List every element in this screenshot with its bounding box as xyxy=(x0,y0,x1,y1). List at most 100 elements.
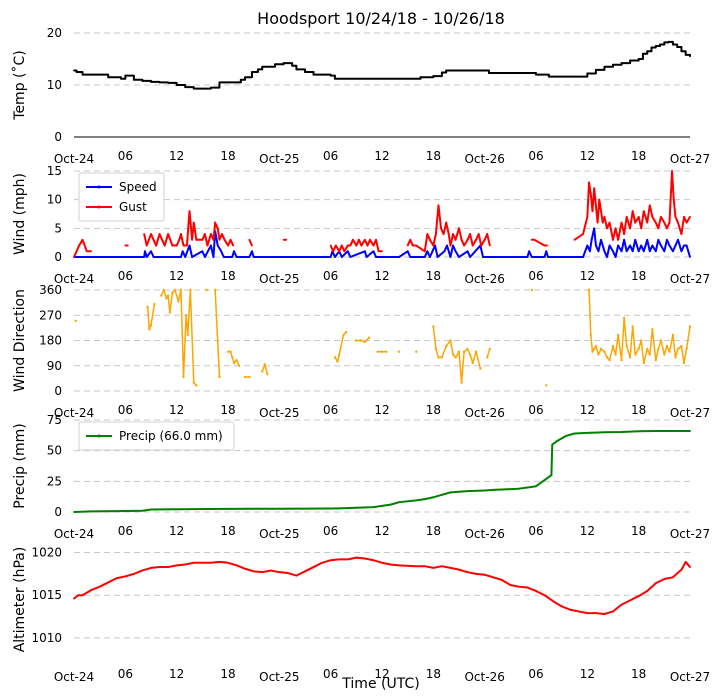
data-point xyxy=(235,358,238,362)
legend-box xyxy=(78,421,235,451)
data-point xyxy=(471,361,474,365)
data-point xyxy=(261,571,264,574)
data-point xyxy=(231,256,234,258)
y-tick-label: 75 xyxy=(47,413,62,427)
data-point xyxy=(657,227,660,230)
data-point xyxy=(160,294,163,297)
data-point xyxy=(365,256,368,258)
data-point xyxy=(608,221,611,224)
data-point xyxy=(530,238,533,241)
data-point xyxy=(432,325,435,328)
data-point xyxy=(432,496,435,499)
x-axis-label: Time (UTC) xyxy=(341,676,419,692)
data-point xyxy=(153,302,156,306)
data-point xyxy=(338,250,341,253)
data-point xyxy=(440,493,443,496)
data-point xyxy=(204,256,206,258)
series-line-wind-1 xyxy=(73,170,691,258)
x-tick-label: 12 xyxy=(169,269,184,283)
y-tick-label: 20 xyxy=(47,26,62,40)
data-point xyxy=(680,250,683,253)
data-point xyxy=(543,479,546,482)
data-point xyxy=(372,559,375,562)
data-point xyxy=(150,233,152,235)
data-point xyxy=(620,250,623,253)
data-point xyxy=(204,233,206,235)
data-point xyxy=(329,244,332,247)
data-point xyxy=(586,612,589,615)
data-point xyxy=(560,437,563,440)
data-point xyxy=(617,244,620,247)
data-point xyxy=(594,204,597,207)
data-point xyxy=(612,63,614,66)
data-point xyxy=(637,58,640,60)
data-point xyxy=(614,353,617,356)
data-point xyxy=(665,344,669,348)
data-point xyxy=(535,590,537,592)
x-tick-label: 18 xyxy=(631,667,646,681)
data-point xyxy=(73,597,75,600)
data-point xyxy=(651,244,654,247)
data-point xyxy=(141,569,144,572)
data-point xyxy=(671,333,675,337)
data-point xyxy=(143,256,146,258)
x-tick-label: 18 xyxy=(631,403,646,417)
data-point xyxy=(201,250,204,253)
x-tick-label: Oct-24 xyxy=(54,272,94,286)
data-point xyxy=(158,233,161,235)
data-point xyxy=(460,381,463,384)
data-point xyxy=(526,586,529,589)
data-point xyxy=(75,71,78,73)
data-point xyxy=(590,238,593,241)
data-point xyxy=(451,353,455,356)
x-tick-label: Oct-24 xyxy=(54,670,94,684)
data-point xyxy=(229,350,232,353)
data-point xyxy=(286,572,289,574)
data-point xyxy=(586,72,589,75)
legend-marker xyxy=(97,185,101,189)
data-point xyxy=(674,215,677,218)
data-point xyxy=(680,344,683,348)
x-tick-label: Oct-25 xyxy=(259,406,299,420)
data-point xyxy=(432,75,435,78)
x-tick-label: 12 xyxy=(374,149,389,163)
data-point xyxy=(304,71,306,73)
series-line-wdir-0 xyxy=(146,289,691,386)
data-point xyxy=(600,238,602,241)
data-point xyxy=(148,328,151,331)
panel-precip: 0 25 50 75 Oct-24 06 12 18 Oct-25 06 12 18 Oct-26 06 1… xyxy=(12,413,710,541)
data-point xyxy=(608,358,611,362)
data-point xyxy=(167,233,170,235)
data-point xyxy=(165,297,168,300)
data-point xyxy=(466,238,469,241)
data-point xyxy=(646,221,649,224)
x-tick-label: 06 xyxy=(528,524,543,538)
data-point xyxy=(304,570,306,573)
data-point xyxy=(381,561,383,564)
x-tick-label: 06 xyxy=(323,403,338,417)
series-points-wind-0 xyxy=(73,227,691,258)
data-point xyxy=(278,507,281,510)
data-point xyxy=(90,589,93,592)
data-point xyxy=(594,69,597,71)
data-point xyxy=(344,330,348,334)
data-point xyxy=(533,238,536,241)
data-point xyxy=(614,227,617,230)
data-point xyxy=(689,566,691,568)
data-point xyxy=(442,233,445,235)
data-point xyxy=(526,486,529,489)
x-tick-label: 18 xyxy=(631,149,646,163)
x-tick-label: 06 xyxy=(118,524,133,538)
legend-label: Speed xyxy=(119,180,157,194)
data-point xyxy=(77,594,80,597)
data-point xyxy=(334,256,336,258)
data-point xyxy=(192,561,195,564)
y-tick-label: 0 xyxy=(54,384,62,398)
x-tick-label: 18 xyxy=(426,524,441,538)
data-point xyxy=(251,244,253,247)
data-point xyxy=(223,238,226,241)
data-point xyxy=(654,221,657,224)
data-point xyxy=(188,244,191,247)
data-point xyxy=(449,256,452,258)
data-point xyxy=(454,238,457,241)
